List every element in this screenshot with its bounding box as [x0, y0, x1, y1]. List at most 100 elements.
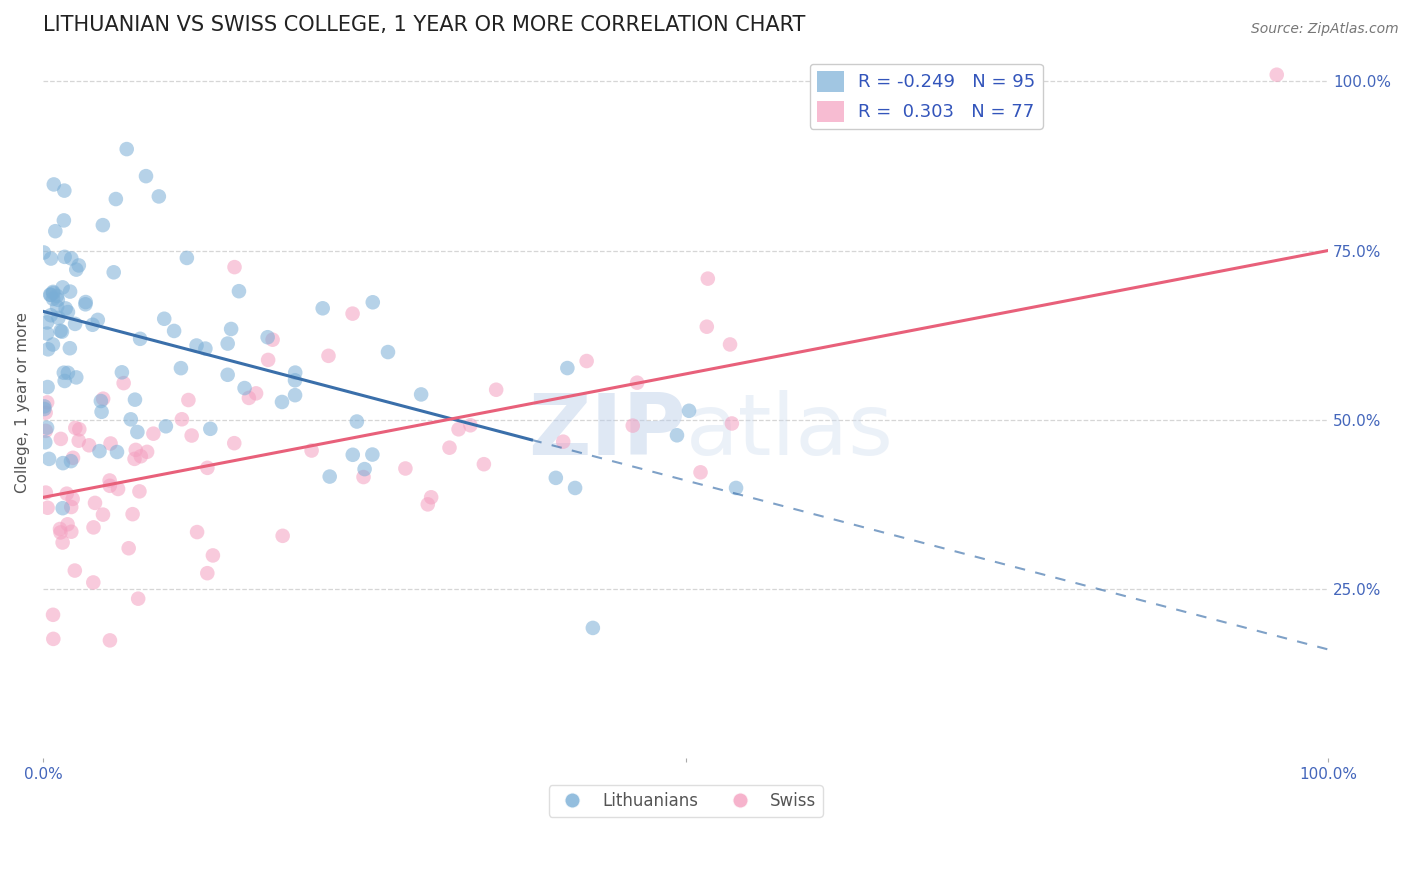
- Swiss: [128, 484, 150, 499]
- Lithuanians: [256, 330, 278, 344]
- Lithuanians: [48, 310, 70, 325]
- Lithuanians: [148, 189, 170, 203]
- Lithuanians: [186, 338, 208, 352]
- Swiss: [112, 376, 135, 391]
- Swiss: [65, 421, 87, 435]
- Legend: Lithuanians, Swiss: Lithuanians, Swiss: [548, 786, 823, 817]
- Swiss: [49, 522, 72, 536]
- Lithuanians: [67, 259, 90, 273]
- Text: Source: ZipAtlas.com: Source: ZipAtlas.com: [1251, 22, 1399, 37]
- Lithuanians: [35, 420, 58, 434]
- Lithuanians: [153, 311, 176, 326]
- Lithuanians: [91, 218, 114, 232]
- Swiss: [49, 525, 72, 540]
- Text: atlas: atlas: [686, 390, 894, 473]
- Swiss: [224, 436, 246, 450]
- Swiss: [553, 434, 575, 449]
- Lithuanians: [411, 387, 433, 401]
- Swiss: [170, 412, 193, 426]
- Swiss: [262, 333, 284, 347]
- Lithuanians: [127, 425, 149, 439]
- Lithuanians: [42, 292, 65, 306]
- Lithuanians: [52, 280, 75, 294]
- Lithuanians: [104, 192, 127, 206]
- Swiss: [394, 461, 416, 475]
- Lithuanians: [665, 428, 688, 442]
- Swiss: [35, 424, 58, 438]
- Swiss: [342, 307, 364, 321]
- Lithuanians: [82, 318, 104, 332]
- Swiss: [118, 541, 141, 556]
- Lithuanians: [63, 317, 86, 331]
- Swiss: [186, 524, 208, 539]
- Lithuanians: [284, 388, 307, 402]
- Lithuanians: [52, 366, 75, 380]
- Lithuanians: [361, 295, 384, 310]
- Lithuanians: [60, 252, 83, 266]
- Swiss: [257, 353, 280, 368]
- Swiss: [353, 470, 375, 484]
- Text: ZIP: ZIP: [527, 390, 686, 473]
- Swiss: [136, 445, 159, 459]
- Lithuanians: [37, 380, 59, 394]
- Lithuanians: [52, 213, 75, 227]
- Swiss: [55, 486, 77, 500]
- Swiss: [696, 271, 718, 285]
- Swiss: [127, 591, 149, 606]
- Swiss: [77, 438, 100, 452]
- Lithuanians: [56, 305, 79, 319]
- Lithuanians: [49, 324, 72, 338]
- Lithuanians: [318, 469, 340, 483]
- Lithuanians: [34, 435, 56, 450]
- Lithuanians: [103, 265, 125, 279]
- Swiss: [129, 450, 152, 464]
- Swiss: [98, 479, 121, 493]
- Lithuanians: [42, 337, 65, 351]
- Swiss: [460, 418, 482, 433]
- Swiss: [107, 482, 129, 496]
- Swiss: [60, 500, 83, 514]
- Lithuanians: [32, 245, 55, 260]
- Lithuanians: [346, 415, 368, 429]
- Lithuanians: [544, 471, 567, 485]
- Lithuanians: [53, 184, 76, 198]
- Swiss: [696, 319, 718, 334]
- Lithuanians: [176, 251, 198, 265]
- Lithuanians: [34, 400, 56, 414]
- Swiss: [485, 383, 508, 397]
- Swiss: [1265, 68, 1288, 82]
- Lithuanians: [39, 288, 62, 302]
- Lithuanians: [217, 368, 239, 382]
- Swiss: [180, 428, 202, 442]
- Lithuanians: [194, 342, 217, 356]
- Swiss: [52, 535, 75, 549]
- Lithuanians: [59, 285, 82, 299]
- Lithuanians: [65, 370, 87, 384]
- Lithuanians: [38, 451, 60, 466]
- Swiss: [224, 260, 246, 274]
- Swiss: [91, 392, 114, 406]
- Swiss: [121, 507, 143, 521]
- Swiss: [84, 496, 107, 510]
- Swiss: [318, 349, 340, 363]
- Swiss: [35, 485, 58, 500]
- Swiss: [177, 392, 200, 407]
- Lithuanians: [59, 341, 82, 355]
- Lithuanians: [564, 481, 586, 495]
- Lithuanians: [228, 284, 250, 298]
- Lithuanians: [724, 481, 747, 495]
- Swiss: [301, 443, 323, 458]
- Lithuanians: [39, 287, 62, 301]
- Lithuanians: [46, 300, 69, 314]
- Lithuanians: [90, 405, 112, 419]
- Lithuanians: [42, 178, 65, 192]
- Lithuanians: [342, 448, 364, 462]
- Swiss: [472, 457, 495, 471]
- Swiss: [67, 422, 90, 436]
- Lithuanians: [56, 366, 79, 380]
- Swiss: [195, 566, 218, 581]
- Swiss: [37, 395, 59, 409]
- Lithuanians: [53, 374, 76, 388]
- Swiss: [142, 426, 165, 441]
- Swiss: [718, 337, 741, 351]
